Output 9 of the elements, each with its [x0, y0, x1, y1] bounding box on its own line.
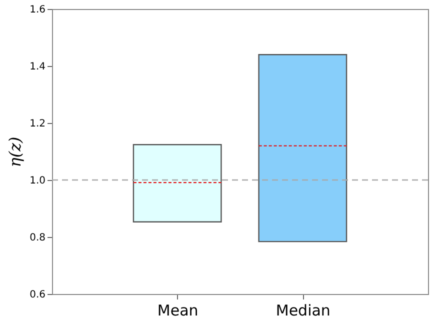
y-tick-label: 1.4 [30, 62, 46, 72]
y-tick-label: 1.0 [30, 176, 46, 186]
y-tick-label: 0.6 [30, 290, 46, 300]
x-tick-label: Median [276, 302, 330, 320]
y-axis-title: η(z) [6, 136, 25, 168]
x-tick-label: Mean [157, 302, 198, 320]
y-tick-label: 1.6 [30, 4, 46, 16]
y-tick-label: 1.2 [30, 118, 46, 130]
y-tick-label: 0.8 [30, 232, 46, 244]
